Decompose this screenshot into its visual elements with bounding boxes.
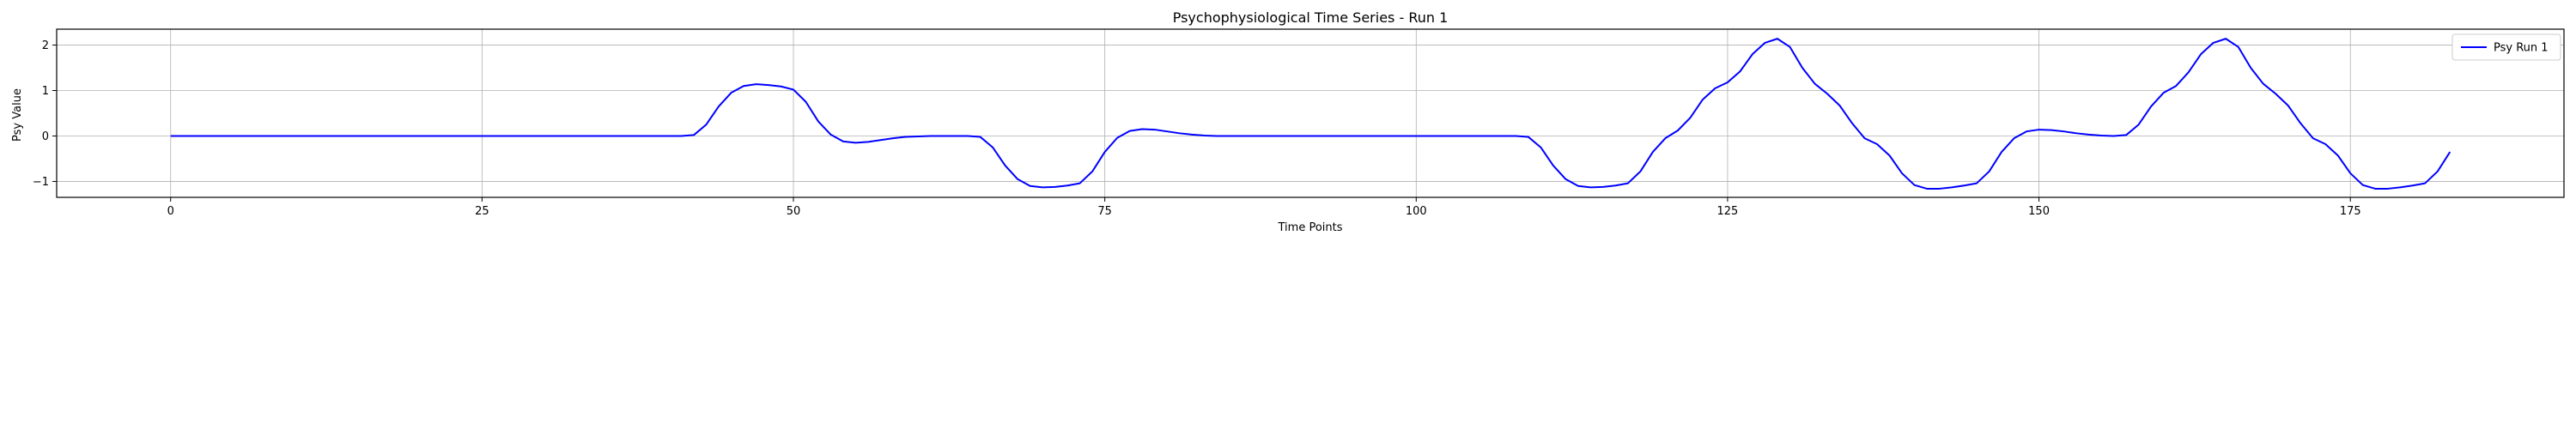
plot-area-frame — [56, 28, 2565, 198]
legend-box — [2451, 33, 2561, 61]
series-line-1 — [170, 38, 2451, 190]
x-tick-label: 125 — [1717, 205, 1739, 218]
legend-label: Psy Run 1 — [2494, 42, 2549, 55]
x-tick-label: 0 — [167, 205, 174, 218]
x-tick-label: 150 — [2028, 205, 2050, 218]
x-tick-label: 25 — [475, 205, 489, 218]
x-tick-label: 50 — [787, 205, 801, 218]
legend: Psy Run 1 — [2451, 33, 2561, 61]
x-tick-label: 75 — [1097, 205, 1112, 218]
y-tick-label: −1 — [33, 176, 49, 189]
axis-ticks: 0 25 50 75 100 125 150 175 −1 0 1 2 — [33, 39, 2361, 218]
chart-title: Psychophysiological Time Series - Run 1 — [1173, 9, 1449, 26]
series-layer — [170, 38, 2451, 190]
y-tick-label: 0 — [42, 130, 49, 143]
y-tick-label: 1 — [42, 85, 49, 98]
x-axis-label: Time Points — [1278, 221, 1343, 234]
x-tick-label: 100 — [1406, 205, 1427, 218]
x-tick-label: 175 — [2340, 205, 2361, 218]
y-tick-label: 2 — [42, 39, 49, 52]
y-axis-label: Psy Value — [11, 88, 24, 142]
